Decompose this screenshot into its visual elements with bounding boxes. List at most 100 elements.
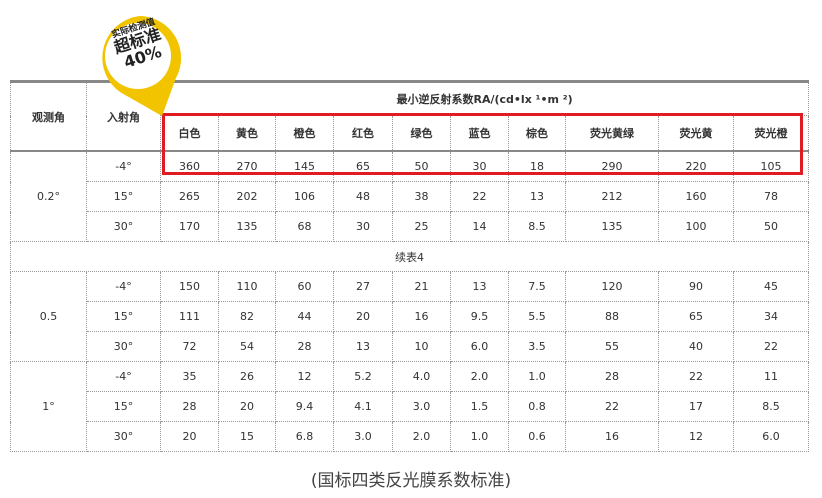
value-cell: 6.8 [275, 421, 334, 452]
value-cell: 202 [218, 181, 276, 212]
table-row: 30° 72 54 28 13 10 6.0 3.5 55 40 22 [11, 331, 810, 362]
value-cell: 68 [275, 211, 334, 242]
incident-angle-cell: 15° [86, 301, 161, 332]
value-cell: 34 [732, 301, 810, 332]
value-cell: 20 [218, 391, 276, 422]
value-cell: 5.5 [508, 301, 566, 332]
incident-angle-cell: 15° [86, 181, 161, 212]
value-cell: 15 [218, 421, 276, 452]
value-cell: 25 [392, 211, 451, 242]
value-cell: 3.5 [508, 331, 566, 362]
value-cell: 1.0 [450, 421, 509, 452]
value-cell: 105 [732, 150, 810, 182]
value-cell: 72 [160, 331, 219, 362]
value-cell: 160 [658, 181, 734, 212]
incident-angle-cell: 30° [86, 211, 161, 242]
observe-angle-cell: 0.5 [10, 271, 87, 362]
value-cell: 38 [392, 181, 451, 212]
header-color: 棕色 [508, 115, 566, 152]
table-row: 30° 20 15 6.8 3.0 2.0 1.0 0.6 16 12 6.0 [11, 421, 810, 452]
table-row: 15° 28 20 9.4 4.1 3.0 1.5 0.8 22 17 8.5 [11, 391, 810, 422]
value-cell: 120 [565, 271, 659, 302]
value-cell: 3.0 [333, 421, 393, 452]
value-cell: 44 [275, 301, 334, 332]
value-cell: 28 [275, 331, 334, 362]
header-color: 蓝色 [450, 115, 509, 152]
value-cell: 17 [658, 391, 734, 422]
value-cell: 12 [658, 421, 734, 452]
value-cell: 12 [275, 361, 334, 392]
value-cell: 16 [565, 421, 659, 452]
value-cell: 1.0 [508, 361, 566, 392]
value-cell: 60 [275, 271, 334, 302]
value-cell: 212 [565, 181, 659, 212]
value-cell: 35 [160, 361, 219, 392]
value-cell: 135 [565, 211, 659, 242]
value-cell: 14 [450, 211, 509, 242]
continued-label: 续表4 [9, 241, 810, 272]
value-cell: 22 [658, 361, 734, 392]
value-cell: 8.5 [732, 391, 810, 422]
value-cell: 20 [160, 421, 219, 452]
value-cell: 82 [218, 301, 276, 332]
incident-angle-cell: 30° [86, 331, 161, 362]
value-cell: 9.5 [450, 301, 509, 332]
value-cell: 1.5 [450, 391, 509, 422]
incident-angle-cell: -4° [86, 271, 161, 302]
value-cell: 8.5 [508, 211, 566, 242]
value-cell: 135 [218, 211, 276, 242]
value-cell: 7.5 [508, 271, 566, 302]
value-cell: 90 [658, 271, 734, 302]
value-cell: 106 [275, 181, 334, 212]
value-cell: 65 [658, 301, 734, 332]
value-cell: 27 [333, 271, 393, 302]
badge-pin-icon [102, 16, 182, 116]
value-cell: 6.0 [450, 331, 509, 362]
value-cell: 55 [565, 331, 659, 362]
value-cell: 22 [565, 391, 659, 422]
value-cell: 3.0 [392, 391, 451, 422]
table-row: 30° 170 135 68 30 25 14 8.5 135 100 50 [11, 211, 810, 242]
value-cell: 110 [218, 271, 276, 302]
observe-angle-cell: 0.2° [10, 150, 87, 242]
value-cell: 45 [732, 271, 810, 302]
observe-angle-cell: 1° [10, 361, 87, 452]
value-cell: 10 [392, 331, 451, 362]
value-cell: 2.0 [450, 361, 509, 392]
value-cell: 111 [160, 301, 219, 332]
value-cell: 13 [450, 271, 509, 302]
value-cell: 20 [333, 301, 393, 332]
caption: (国标四类反光膜系数标准) [310, 471, 512, 491]
header-color: 绿色 [392, 115, 451, 152]
incident-angle-cell: -4° [86, 361, 161, 392]
incident-angle-cell: -4° [86, 150, 161, 182]
value-cell: 13 [333, 331, 393, 362]
value-cell: 78 [732, 181, 810, 212]
value-cell: 2.0 [392, 421, 451, 452]
incident-angle-cell: 15° [86, 391, 161, 422]
table-row: 15° 111 82 44 20 16 9.5 5.5 88 65 34 [11, 301, 810, 332]
value-cell: 21 [392, 271, 451, 302]
value-cell: 22 [450, 181, 509, 212]
value-cell: 6.0 [732, 421, 810, 452]
value-cell: 0.6 [508, 421, 566, 452]
value-cell: 50 [732, 211, 810, 242]
value-cell: 22 [732, 331, 810, 362]
value-cell: 88 [565, 301, 659, 332]
header-coefficient-title: 最小逆反射系数RA/(cd•lx ¹•m ²) [159, 80, 810, 116]
value-cell: 0.8 [508, 391, 566, 422]
header-color: 荧光黄 [658, 115, 734, 152]
header-observe-angle: 观测角 [10, 80, 87, 152]
value-cell: 13 [508, 181, 566, 212]
highlight-box [162, 113, 803, 175]
incident-angle-cell: 30° [86, 421, 161, 452]
value-cell: 9.4 [275, 391, 334, 422]
table-row: 1° -4° 35 26 12 5.2 4.0 2.0 1.0 28 22 11 [10, 361, 810, 452]
value-cell: 360 [160, 150, 219, 182]
value-cell: 170 [160, 211, 219, 242]
value-cell: 4.0 [392, 361, 451, 392]
table-row: 0.5 -4° 150 110 60 27 21 13 7.5 120 90 45 [10, 271, 810, 362]
value-cell: 270 [218, 150, 276, 182]
value-cell: 16 [392, 301, 451, 332]
value-cell: 50 [392, 150, 451, 182]
